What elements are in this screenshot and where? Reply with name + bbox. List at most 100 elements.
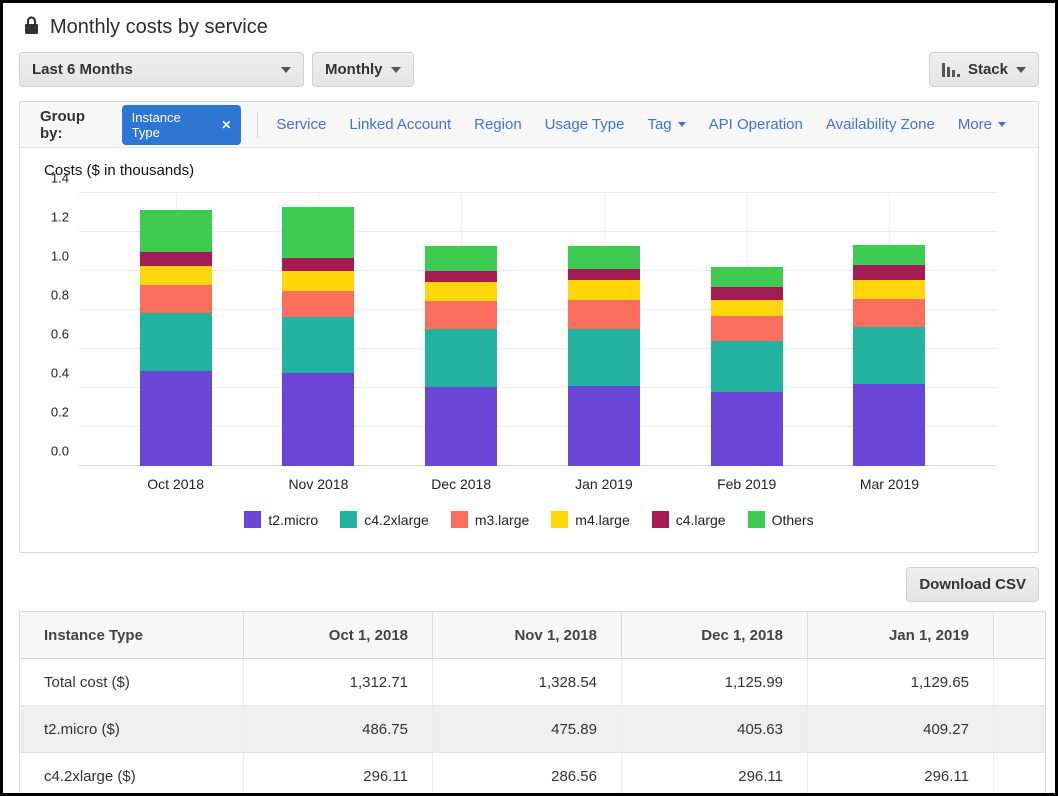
bar-segment-c4-2xlarge[interactable] <box>711 341 783 392</box>
value-cell: 1,129.65 <box>808 659 994 706</box>
lock-icon <box>23 15 40 40</box>
chevron-down-icon <box>998 122 1006 127</box>
costs-table-wrap: Instance TypeOct 1, 2018Nov 1, 2018Dec 1… <box>19 611 1039 796</box>
stacked-bar-oct-2018[interactable] <box>140 193 212 466</box>
bar-segment-c4-2xlarge[interactable] <box>140 313 212 371</box>
bar-segment-others[interactable] <box>853 245 925 265</box>
bar-segment-t2-micro[interactable] <box>425 387 497 466</box>
group-by-link-linked-account[interactable]: Linked Account <box>349 116 451 133</box>
legend-item-c4-2xlarge: c4.2xlarge <box>340 511 429 528</box>
chevron-down-icon <box>678 122 686 127</box>
bar-segment-m4-large[interactable] <box>140 266 212 285</box>
group-by-link-region[interactable]: Region <box>474 116 522 133</box>
stacked-bar-jan-2019[interactable] <box>568 193 640 466</box>
bar-segment-m4-large[interactable] <box>568 280 640 300</box>
table-row-t2-micro: t2.micro ($)486.75475.89405.63409.27 <box>20 706 1046 753</box>
bar-segment-others[interactable] <box>282 207 354 258</box>
bar-segment-others[interactable] <box>568 246 640 269</box>
stacked-bar-chart: 0.00.20.40.60.81.01.21.4Oct 2018Nov 2018… <box>79 193 996 466</box>
value-cell: 475.89 <box>433 706 622 753</box>
value-cell: 405.63 <box>622 706 808 753</box>
value-cell: 409.27 <box>808 706 994 753</box>
value-cell <box>994 706 1046 753</box>
x-axis-tick-label: Feb 2019 <box>717 476 776 492</box>
bar-segment-m4-large[interactable] <box>425 282 497 302</box>
table-row-c4-2xlarge: c4.2xlarge ($)296.11286.56296.11296.11 <box>20 753 1046 796</box>
bar-segment-t2-micro[interactable] <box>711 392 783 466</box>
bar-segment-m4-large[interactable] <box>853 280 925 300</box>
legend-item-t2-micro: t2.micro <box>244 511 318 528</box>
legend-item-m3-large: m3.large <box>451 511 529 528</box>
chip-label: Instance Type <box>132 110 213 140</box>
stacked-bar-feb-2019[interactable] <box>711 193 783 466</box>
group-by-link-tag[interactable]: Tag <box>647 116 685 133</box>
bar-segment-m3-large[interactable] <box>853 299 925 326</box>
value-cell: 1,125.99 <box>622 659 808 706</box>
value-cell: 1,312.71 <box>244 659 433 706</box>
bar-segment-m3-large[interactable] <box>711 316 783 341</box>
bar-segment-others[interactable] <box>140 210 212 252</box>
bar-chart-icon <box>942 62 960 77</box>
y-axis-tick-label: 0.4 <box>51 366 69 381</box>
bar-segment-t2-micro[interactable] <box>140 371 212 466</box>
group-by-link-usage-type[interactable]: Usage Type <box>545 116 625 133</box>
x-axis-tick-label: Nov 2018 <box>288 476 348 492</box>
group-by-chip-instance-type[interactable]: Instance Type ✕ <box>122 105 242 145</box>
bar-segment-c4-2xlarge[interactable] <box>853 327 925 385</box>
bar-segment-c4-large[interactable] <box>568 269 640 280</box>
legend-label: m4.large <box>575 512 629 528</box>
bar-segment-c4-large[interactable] <box>425 271 497 282</box>
bar-segment-t2-micro[interactable] <box>853 384 925 466</box>
y-axis-tick-label: 0.2 <box>51 405 69 420</box>
y-axis-tick-label: 1.0 <box>51 249 69 264</box>
download-csv-button[interactable]: Download CSV <box>906 567 1039 602</box>
close-icon[interactable]: ✕ <box>221 119 231 131</box>
legend-label: Others <box>772 512 814 528</box>
legend-label: t2.micro <box>268 512 318 528</box>
column-header-jan-1-2019: Jan 1, 2019 <box>808 612 994 659</box>
cost-explorer-page: Monthly costs by service Last 6 Months M… <box>0 0 1058 796</box>
bar-segment-m4-large[interactable] <box>282 271 354 291</box>
stacked-bar-nov-2018[interactable] <box>282 193 354 466</box>
granularity-label: Monthly <box>325 61 383 78</box>
legend-swatch <box>244 511 261 528</box>
group-by-link-availability-zone[interactable]: Availability Zone <box>826 116 935 133</box>
value-cell <box>994 753 1046 796</box>
group-by-link-service[interactable]: Service <box>276 116 326 133</box>
y-axis-tick-label: 0.6 <box>51 327 69 342</box>
bar-segment-c4-2xlarge[interactable] <box>425 329 497 387</box>
value-cell: 486.75 <box>244 706 433 753</box>
bar-segment-m3-large[interactable] <box>140 285 212 314</box>
value-cell: 286.56 <box>433 753 622 796</box>
bar-segment-t2-micro[interactable] <box>282 373 354 466</box>
group-by-link-api-operation[interactable]: API Operation <box>709 116 803 133</box>
bar-segment-others[interactable] <box>425 246 497 271</box>
group-by-link-more[interactable]: More <box>958 116 1006 133</box>
bar-segment-m4-large[interactable] <box>711 300 783 316</box>
column-header-dec-1-2018: Dec 1, 2018 <box>622 612 808 659</box>
bar-segment-c4-large[interactable] <box>853 265 925 280</box>
bar-segment-m3-large[interactable] <box>568 300 640 328</box>
bar-segment-c4-large[interactable] <box>282 258 354 271</box>
granularity-dropdown[interactable]: Monthly <box>312 52 414 87</box>
legend-label: c4.2xlarge <box>364 512 429 528</box>
bar-segment-m3-large[interactable] <box>425 301 497 329</box>
bar-segment-c4-2xlarge[interactable] <box>282 317 354 373</box>
bar-segment-t2-micro[interactable] <box>568 386 640 466</box>
y-axis-tick-label: 0.0 <box>51 444 69 459</box>
stacked-bar-dec-2018[interactable] <box>425 193 497 466</box>
bar-segment-m3-large[interactable] <box>282 291 354 318</box>
stacked-bar-mar-2019[interactable] <box>853 193 925 466</box>
chevron-down-icon <box>281 67 291 73</box>
x-axis-tick-label: Jan 2019 <box>575 476 633 492</box>
date-range-label: Last 6 Months <box>32 61 133 78</box>
bar-segment-c4-large[interactable] <box>140 252 212 267</box>
bar-segment-c4-2xlarge[interactable] <box>568 329 640 387</box>
table-row-total-cost: Total cost ($)1,312.711,328.541,125.991,… <box>20 659 1046 706</box>
bar-segment-others[interactable] <box>711 267 783 287</box>
legend-swatch <box>748 511 765 528</box>
chart-type-dropdown[interactable]: Stack <box>929 52 1039 87</box>
chart-legend: t2.microc4.2xlargem3.largem4.largec4.lar… <box>20 511 1038 528</box>
date-range-dropdown[interactable]: Last 6 Months <box>19 52 304 87</box>
bar-segment-c4-large[interactable] <box>711 287 783 301</box>
